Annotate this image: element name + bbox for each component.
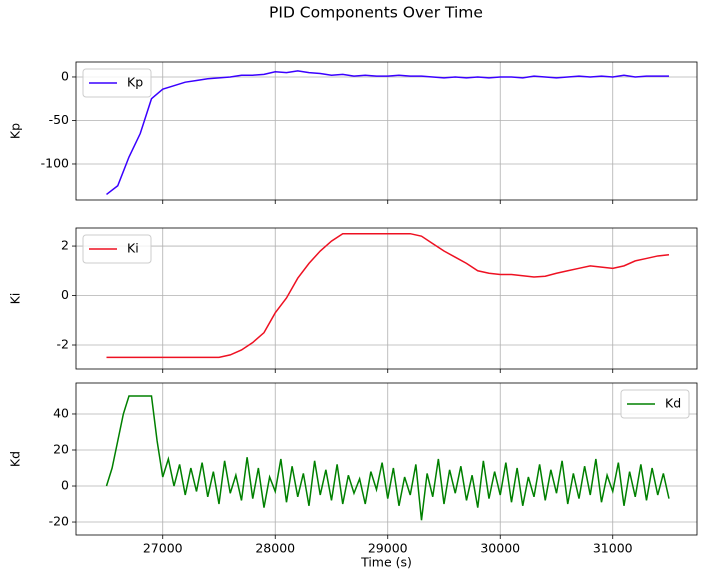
y-tick-label: 40 (53, 405, 69, 420)
y-tick-label: -2 (57, 337, 69, 352)
axes-frame (75, 382, 698, 536)
y-tick-label: -100 (41, 155, 69, 170)
y-tick-label: 2 (61, 238, 69, 253)
data-line (106, 70, 669, 196)
x-tick-label: 30000 (480, 541, 520, 556)
legend: Kd (620, 389, 690, 419)
x-tick-label: 28000 (255, 541, 295, 556)
x-tick-label: 31000 (593, 541, 633, 556)
legend-label: Kp (127, 75, 143, 90)
y-tick-label: -20 (49, 514, 69, 529)
axes-frame (75, 227, 698, 370)
x-tick-label: 27000 (143, 541, 183, 556)
y-tick-label: 0 (61, 478, 69, 493)
data-line (105, 395, 670, 521)
y-tick-label: 0 (61, 287, 69, 302)
x-tick-label: 29000 (368, 541, 408, 556)
figure-title: PID Components Over Time (269, 4, 483, 22)
legend: Kp (82, 68, 152, 98)
x-axis-label: Time (s) (360, 555, 412, 570)
y-tick-label: 0 (61, 68, 69, 83)
y-tick-label: -50 (49, 112, 69, 127)
legend-label: Ki (127, 241, 139, 256)
data-line (106, 232, 670, 359)
legend: Ki (82, 234, 152, 264)
y-axis-label: Kp (8, 123, 23, 139)
axes-frame (75, 61, 698, 201)
y-axis-label: Ki (8, 293, 23, 305)
legend-label: Kd (665, 396, 681, 411)
y-tick-label: 20 (53, 441, 69, 456)
y-axis-label: Kd (8, 451, 23, 467)
